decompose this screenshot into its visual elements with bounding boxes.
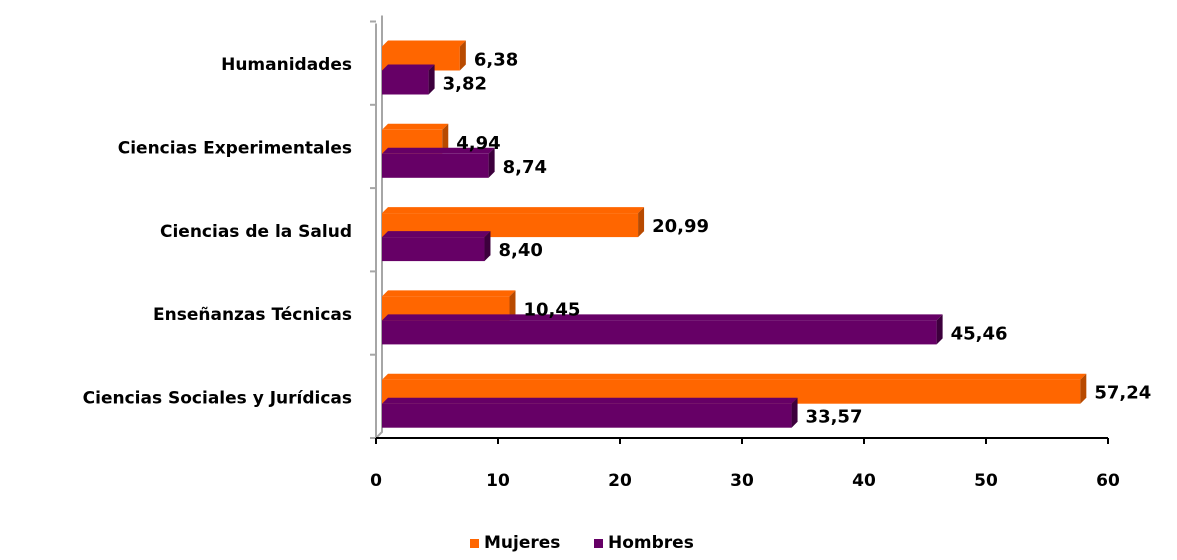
data-label: 6,38 (474, 50, 518, 71)
data-label: 33,57 (806, 407, 863, 428)
category-label: Ciencias Sociales y Jurídicas (83, 388, 352, 408)
category-label: Ciencias Experimentales (118, 138, 352, 158)
data-label: 4,94 (456, 133, 500, 154)
x-tick-label: 10 (486, 471, 510, 491)
x-tick-label: 20 (608, 471, 632, 491)
data-label: 3,82 (443, 74, 487, 95)
legend-swatch (470, 539, 479, 548)
bar-side-face (459, 40, 466, 71)
bar (382, 153, 489, 178)
bar-top-face (382, 40, 466, 47)
chart-axes: 0 10 20 30 40 50 60 (370, 15, 1120, 491)
chart-labels: Humanidades Ciencias Experimentales Cienci… (83, 50, 1152, 428)
legend-swatch (594, 539, 603, 548)
bar-top-face (382, 123, 449, 130)
data-label: 10,45 (523, 299, 580, 320)
category-label: Enseñanzas Técnicas (153, 305, 352, 325)
bar-side-face (638, 207, 645, 238)
chart-bars (382, 40, 1087, 428)
bar-top-face (382, 147, 495, 154)
bar (382, 320, 937, 345)
x-tick-label: 0 (370, 471, 382, 491)
bar (382, 70, 429, 95)
category-label: Ciencias de la Salud (160, 222, 352, 242)
x-tick-label: 30 (730, 471, 754, 491)
x-tick-label: 50 (974, 471, 998, 491)
bar-side-face (936, 314, 943, 345)
data-label: 20,99 (652, 216, 709, 237)
data-label: 45,46 (951, 323, 1008, 344)
bar-side-face (1080, 373, 1087, 404)
bar (382, 403, 792, 428)
bar-top-face (382, 397, 798, 404)
bar-top-face (382, 314, 943, 321)
category-label: Humanidades (221, 55, 352, 75)
data-label: 8,40 (498, 240, 542, 261)
bar-side-face (484, 231, 491, 262)
bar-top-face (382, 373, 1087, 380)
bar-side-face (488, 147, 495, 178)
bar-side-face (428, 64, 435, 95)
data-label: 57,24 (1094, 383, 1151, 404)
bar-top-face (382, 231, 491, 238)
bar (382, 237, 485, 262)
bar-top-face (382, 290, 516, 297)
x-tick-label: 40 (852, 471, 876, 491)
chart-legend: Mujeres Hombres (470, 533, 694, 553)
legend-label: Mujeres (484, 533, 560, 553)
bar-side-face (509, 290, 516, 321)
bar-side-face (791, 397, 798, 428)
legend-label: Hombres (608, 533, 694, 553)
bar-top-face (382, 207, 645, 214)
bar-top-face (382, 64, 435, 71)
data-label: 8,74 (503, 157, 547, 178)
bar-side-face (442, 123, 449, 154)
x-tick-label: 60 (1096, 471, 1120, 491)
